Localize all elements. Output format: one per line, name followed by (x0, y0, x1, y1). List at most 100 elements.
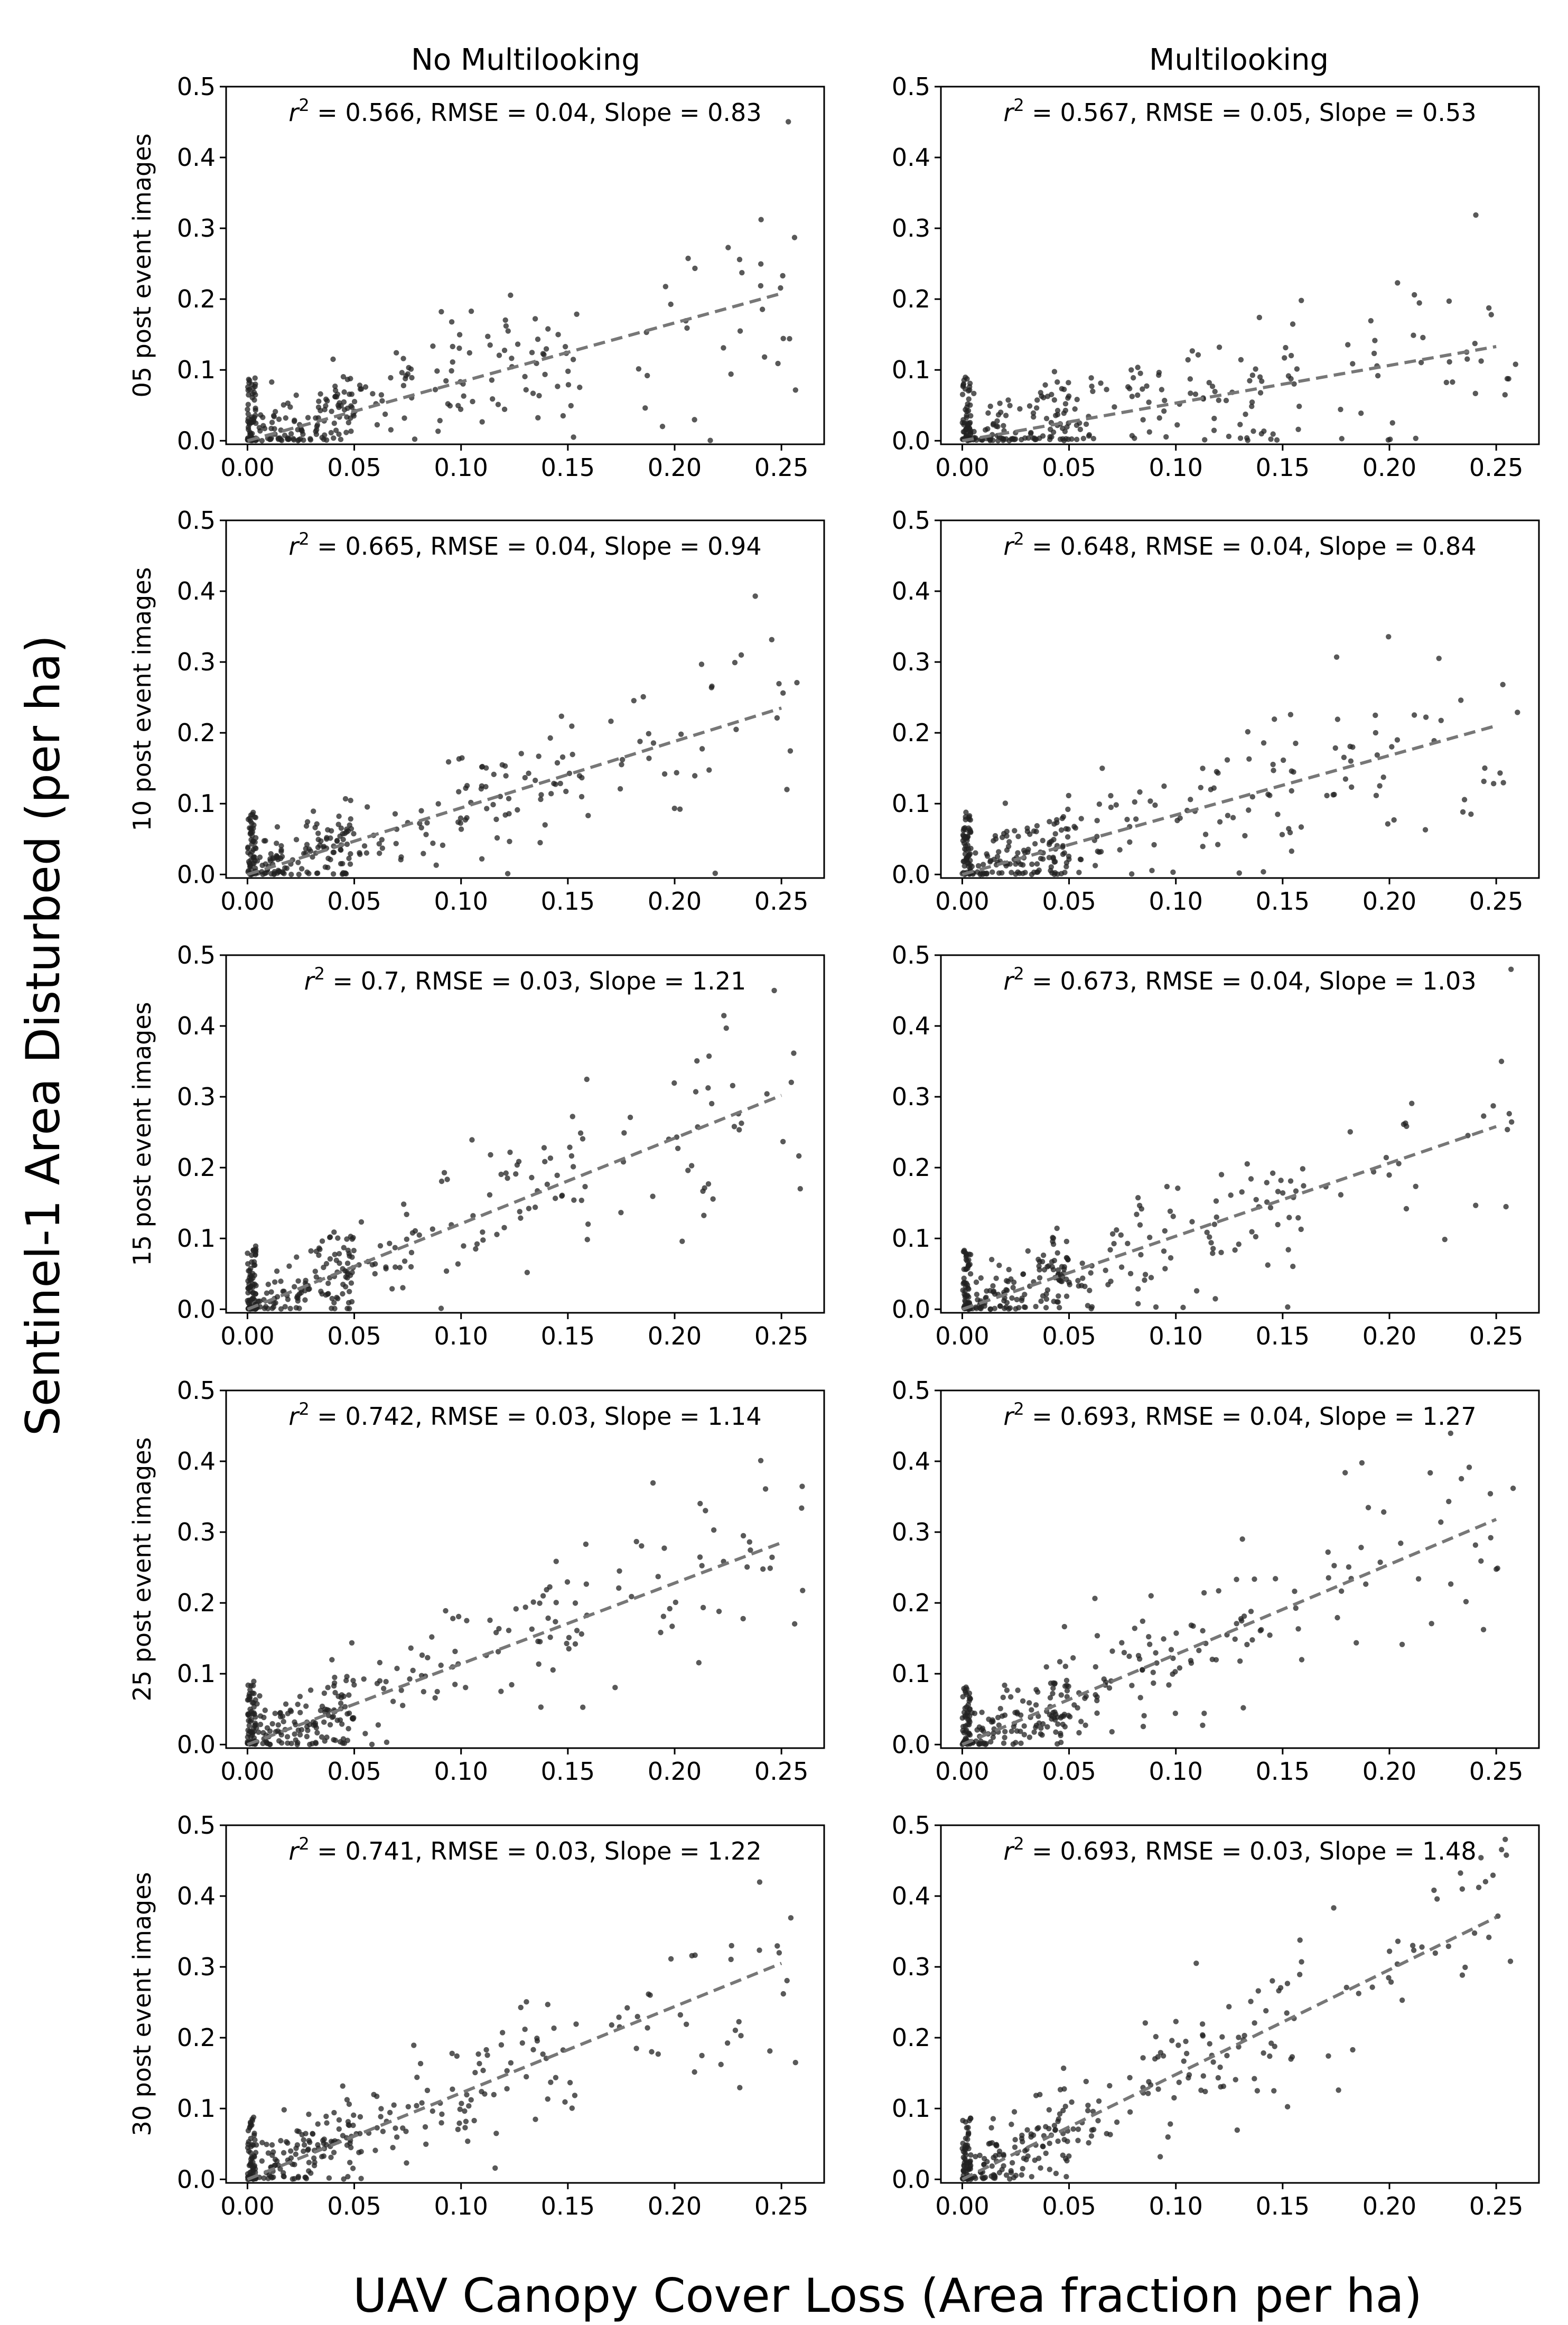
data-point (1063, 2173, 1069, 2180)
data-point (758, 283, 764, 289)
data-point (274, 854, 280, 860)
data-point (964, 2160, 970, 2166)
data-point (1201, 1590, 1207, 1596)
data-point (1463, 1599, 1469, 1604)
data-point (987, 403, 993, 409)
data-point (508, 2060, 514, 2066)
data-point (964, 413, 969, 418)
data-point (1175, 1185, 1181, 1191)
data-point (253, 407, 258, 413)
data-point (1333, 654, 1340, 660)
data-point (1243, 411, 1248, 417)
data-point (1289, 848, 1295, 854)
data-point (377, 1243, 384, 1249)
data-point (1288, 376, 1294, 382)
data-point (357, 386, 363, 392)
data-point (1265, 791, 1271, 797)
data-point (1161, 408, 1167, 414)
data-point (274, 824, 281, 830)
data-point (616, 1585, 622, 1591)
data-point (1170, 869, 1176, 875)
data-point (433, 862, 439, 868)
data-point (1278, 1178, 1284, 1183)
data-point (552, 1196, 558, 1201)
data-point (1395, 280, 1401, 286)
data-point (1257, 390, 1264, 396)
data-point (1004, 1300, 1010, 1305)
data-point (256, 1729, 262, 1735)
data-point (995, 1714, 1001, 1721)
x-tick-label: 0.10 (434, 1757, 488, 1786)
data-point (315, 836, 321, 843)
data-point (456, 2120, 462, 2126)
data-point (1459, 1972, 1466, 1978)
data-point (455, 1261, 461, 1267)
data-point (1207, 1234, 1212, 1240)
data-point (409, 1230, 416, 1236)
data-point (1015, 1687, 1021, 1693)
data-point (1236, 2034, 1242, 2040)
data-point (249, 1252, 255, 1258)
data-point (269, 419, 275, 425)
data-point (268, 851, 274, 857)
data-point (348, 1280, 354, 1286)
data-point (1232, 1636, 1238, 1642)
data-point (1003, 413, 1009, 418)
y-tick-label: 0.1 (892, 1659, 930, 1688)
data-point (424, 2087, 431, 2094)
data-point (351, 830, 357, 837)
data-point (372, 1271, 378, 1277)
data-point (961, 835, 967, 841)
data-point (1391, 817, 1397, 823)
data-point (315, 830, 321, 836)
data-point (1165, 2134, 1171, 2140)
data-point (1482, 1879, 1489, 1885)
data-point (523, 387, 529, 393)
data-point (1060, 2107, 1066, 2114)
data-point (963, 1684, 969, 1690)
data-point (1040, 1721, 1046, 1727)
data-point (555, 332, 561, 338)
y-tick-label: 0.5 (177, 1376, 216, 1405)
data-point (1211, 1221, 1218, 1227)
data-point (1029, 871, 1035, 877)
data-point (1036, 1263, 1042, 1269)
data-point (737, 2085, 743, 2090)
data-point (708, 1100, 715, 1107)
data-point (1138, 1252, 1144, 1258)
data-point (526, 770, 531, 777)
data-point (1037, 1275, 1043, 1281)
data-point (788, 1079, 795, 1086)
data-point (705, 1181, 712, 1187)
data-point (984, 2159, 990, 2165)
data-point (1019, 1297, 1025, 1303)
data-point (1292, 1589, 1298, 1594)
row-label: 05 post event images (128, 133, 156, 397)
data-point (438, 2120, 444, 2126)
data-point (645, 2025, 650, 2031)
data-point (380, 2128, 386, 2134)
data-point (347, 861, 353, 867)
data-point (658, 1629, 664, 1636)
data-point (1373, 730, 1379, 736)
data-point (1031, 414, 1037, 420)
data-point (990, 869, 995, 875)
data-point (1003, 2172, 1010, 2178)
data-point (351, 2112, 357, 2118)
data-point (261, 1714, 267, 1721)
data-point (284, 1734, 291, 1740)
data-point (313, 1274, 319, 1280)
data-point (346, 1692, 352, 1698)
data-point (1083, 2078, 1089, 2085)
data-point (1020, 1698, 1026, 1704)
data-point (729, 1943, 734, 1949)
data-point (1057, 1271, 1063, 1277)
data-point (252, 1720, 258, 1726)
data-point (328, 429, 334, 436)
data-point (1399, 1641, 1405, 1647)
data-point (1151, 1680, 1156, 1686)
data-point (402, 1258, 408, 1264)
data-point (1033, 1687, 1039, 1693)
data-point (245, 1250, 250, 1256)
data-point (345, 2174, 351, 2180)
